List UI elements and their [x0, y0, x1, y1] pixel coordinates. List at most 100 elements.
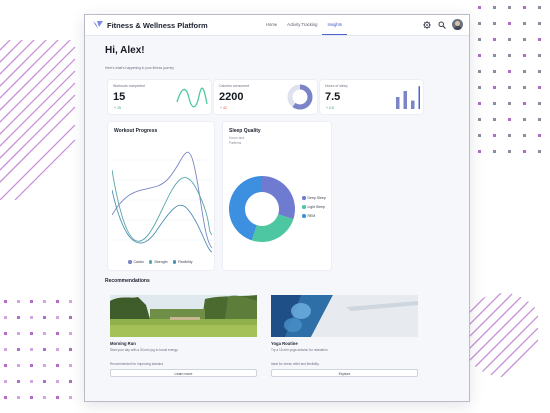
- recommendation-description: Try a 15-min yoga session for relaxation…: [271, 348, 329, 352]
- decoration-dot: [478, 150, 481, 153]
- legend-item: Cardio: [128, 260, 144, 264]
- nav-activity-tracking[interactable]: Activity Tracking: [287, 22, 318, 27]
- stat-value: 7.5: [325, 91, 341, 103]
- decoration-dot: [478, 38, 481, 41]
- decoration-dot: [523, 70, 526, 73]
- decoration-dot: [69, 348, 72, 351]
- decoration-dot: [478, 22, 481, 25]
- decoration-dot: [17, 396, 20, 399]
- workout-progress-line-chart: [112, 151, 212, 253]
- sleep-legend: Deep Sleep Light Sleep REM: [302, 196, 326, 218]
- decoration-dot: [4, 364, 7, 367]
- donut-segment-rem: [228, 176, 262, 241]
- donut-segment-light-sleep: [251, 214, 294, 242]
- decoration-dot: [69, 364, 72, 367]
- greeting-title: Hi, Alex!: [105, 45, 145, 56]
- decoration-dot: [478, 54, 481, 57]
- series-line-flexibility: [112, 189, 212, 253]
- recommendation-description: Start your day with a 30-min jog to boos…: [110, 348, 179, 352]
- decoration-dot: [43, 380, 46, 383]
- stat-label: Hours of sleep: [325, 84, 348, 88]
- decoration-dot: [523, 102, 526, 105]
- search-icon[interactable]: [437, 20, 447, 30]
- dot-grid-decoration-right: [478, 6, 541, 153]
- decoration-dot: [478, 134, 481, 137]
- decoration-dot: [508, 150, 511, 153]
- stat-label: Workouts completed: [113, 84, 145, 88]
- decoration-dot: [538, 38, 541, 41]
- recommendation-card-morning-run[interactable]: Morning Run Start your day with a 30-min…: [110, 295, 257, 379]
- decoration-dot: [523, 6, 526, 9]
- decoration-dot: [30, 380, 33, 383]
- donut-segment-deep-sleep: [262, 176, 295, 220]
- recommendation-title: Morning Run: [110, 341, 136, 346]
- decoration-dot: [43, 396, 46, 399]
- decoration-dot: [478, 118, 481, 121]
- decoration-dot: [30, 316, 33, 319]
- main-nav: Home Activity Tracking Insights: [261, 15, 347, 35]
- legend-dot: [128, 260, 132, 264]
- decoration-dot: [30, 300, 33, 303]
- decoration-dot: [30, 396, 33, 399]
- header-actions: [422, 19, 463, 30]
- decoration-dot: [56, 332, 59, 335]
- decoration-dot: [523, 54, 526, 57]
- decoration-dot: [43, 316, 46, 319]
- decoration-dot: [69, 316, 72, 319]
- decoration-dot: [478, 6, 481, 9]
- greeting-subtitle: Here's what's happening in your fitness …: [105, 66, 175, 70]
- decoration-dot: [17, 348, 20, 351]
- decoration-dot: [493, 54, 496, 57]
- sleep-bar: [396, 97, 400, 109]
- learn-more-button[interactable]: Learn more: [110, 369, 257, 377]
- sleep-bar: [411, 100, 415, 109]
- decoration-dot: [523, 134, 526, 137]
- legend-dot: [172, 260, 177, 264]
- recommendation-card-yoga[interactable]: Yoga Routine Try a 15-min yoga session f…: [271, 295, 418, 379]
- decoration-dot: [493, 102, 496, 105]
- calories-donut-chart: [287, 84, 313, 110]
- decoration-dot: [30, 348, 33, 351]
- decoration-dot: [538, 134, 541, 137]
- decoration-dot: [493, 22, 496, 25]
- series-line-strength: [112, 169, 212, 242]
- decoration-dot: [4, 316, 7, 319]
- decoration-dot: [17, 316, 20, 319]
- decoration-dot: [17, 300, 20, 303]
- decoration-dot: [493, 38, 496, 41]
- decoration-dot: [56, 396, 59, 399]
- app-title: Fitness & Wellness Platform: [107, 20, 208, 30]
- decoration-dot: [69, 332, 72, 335]
- decoration-dot: [523, 118, 526, 121]
- user-avatar[interactable]: [452, 19, 463, 30]
- legend-item: Flexibility: [172, 260, 192, 264]
- decoration-dot: [478, 70, 481, 73]
- legend-item: Strength: [148, 260, 168, 264]
- decoration-dot: [17, 364, 20, 367]
- sleep-bar: [403, 91, 407, 109]
- decoration-dot: [523, 38, 526, 41]
- decoration-dot: [56, 364, 59, 367]
- stat-delta: + 15: [114, 106, 121, 110]
- panel-title: Sleep Quality: [229, 128, 261, 134]
- decoration-dot: [523, 86, 526, 89]
- panel-subtitle: Patterns: [229, 141, 242, 145]
- settings-icon[interactable]: [422, 20, 432, 30]
- diagonal-lines-decoration-right: [468, 293, 538, 377]
- legend-item: Light Sleep: [302, 205, 326, 209]
- decoration-dot: [43, 332, 46, 335]
- decoration-dot: [30, 332, 33, 335]
- decoration-dot: [508, 86, 511, 89]
- decoration-dot: [508, 38, 511, 41]
- sleep-bar: [418, 86, 420, 109]
- legend-dot: [302, 214, 306, 218]
- recommendation-note: Ideal for stress relief and flexibility.: [271, 362, 320, 366]
- decoration-dot: [17, 332, 20, 335]
- nav-insights[interactable]: Insights: [322, 15, 347, 35]
- decoration-dot: [508, 22, 511, 25]
- explore-button[interactable]: Explore: [271, 369, 418, 377]
- workouts-wave-chart: [176, 87, 208, 108]
- decoration-dot: [493, 134, 496, 137]
- top-navigation-bar: Fitness & Wellness Platform Home Activit…: [85, 15, 469, 36]
- nav-home[interactable]: Home: [266, 22, 278, 27]
